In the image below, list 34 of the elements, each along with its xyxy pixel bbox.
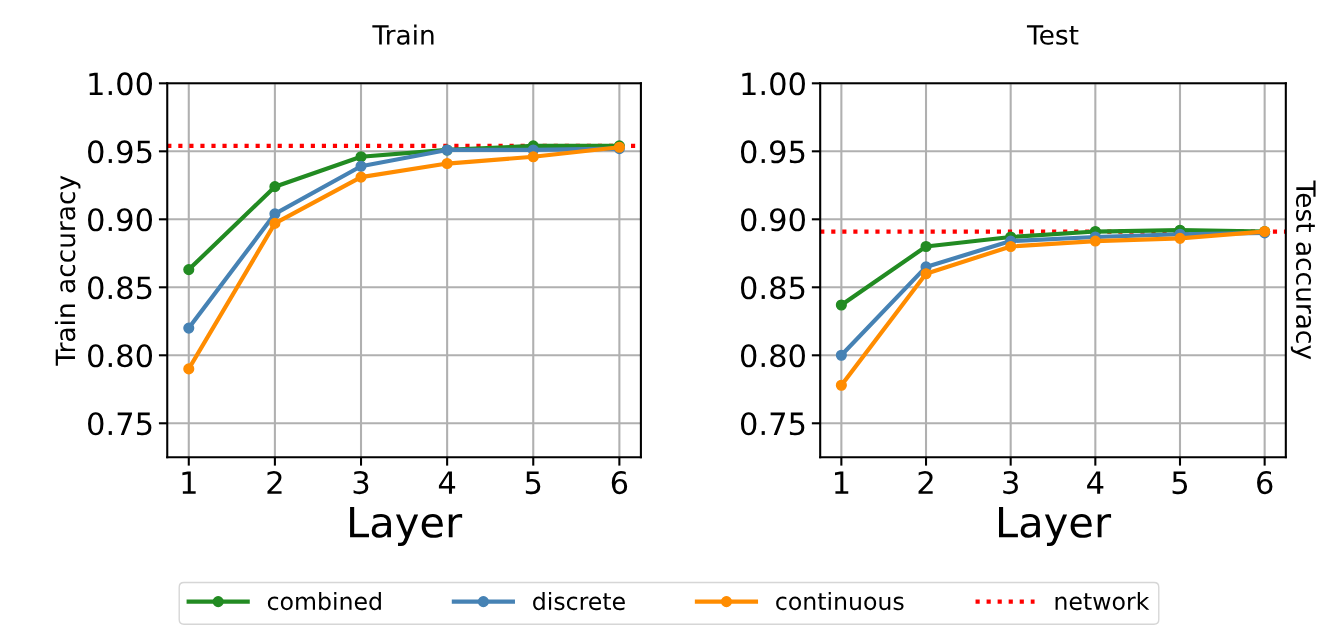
y-tick-label: 0.80 <box>88 344 153 368</box>
x-tick-label: 1 <box>834 471 849 494</box>
x-tick-label: 3 <box>1003 471 1018 495</box>
x-tick-label: 4 <box>1087 471 1104 494</box>
x-tick-label: 4 <box>438 471 456 494</box>
y-axis-title: Train accuracy <box>54 175 81 366</box>
y-tick-label: 0.85 <box>740 276 805 300</box>
chart-title: Train <box>372 24 434 45</box>
y-tick-label: 0.90 <box>88 208 153 232</box>
y-tick-label: 1.00 <box>742 72 805 96</box>
y-tick-label: 0.90 <box>740 208 805 232</box>
y-tick-label: 0.75 <box>740 412 805 436</box>
legend-label: combined <box>267 591 381 611</box>
x-axis-title: Layer <box>999 506 1112 546</box>
y-tick-label: 0.95 <box>740 140 805 164</box>
x-tick-label: 5 <box>525 471 541 495</box>
x-tick-label: 5 <box>1172 471 1188 495</box>
x-tick-label: 2 <box>918 471 933 494</box>
chart-title: Test <box>1026 25 1079 45</box>
x-tick-label: 3 <box>353 471 369 495</box>
y-tick-label: 1.00 <box>89 72 153 96</box>
legend-label: network <box>1055 591 1150 611</box>
y-tick-label: 0.85 <box>88 276 152 300</box>
x-tick-label: 2 <box>267 471 282 494</box>
x-tick-label: 1 <box>182 471 196 494</box>
y2-axis-title: Test accuracy <box>1290 180 1316 360</box>
x-axis-title: Layer <box>350 506 463 546</box>
legend-label: discrete <box>533 591 625 611</box>
y-tick-label: 0.75 <box>88 412 152 436</box>
y-tick-label: 0.95 <box>88 140 152 164</box>
x-tick-label: 6 <box>1257 471 1273 495</box>
x-tick-label: 6 <box>611 471 628 495</box>
legend-label: continuous <box>776 591 904 611</box>
y-tick-label: 0.80 <box>740 344 805 368</box>
